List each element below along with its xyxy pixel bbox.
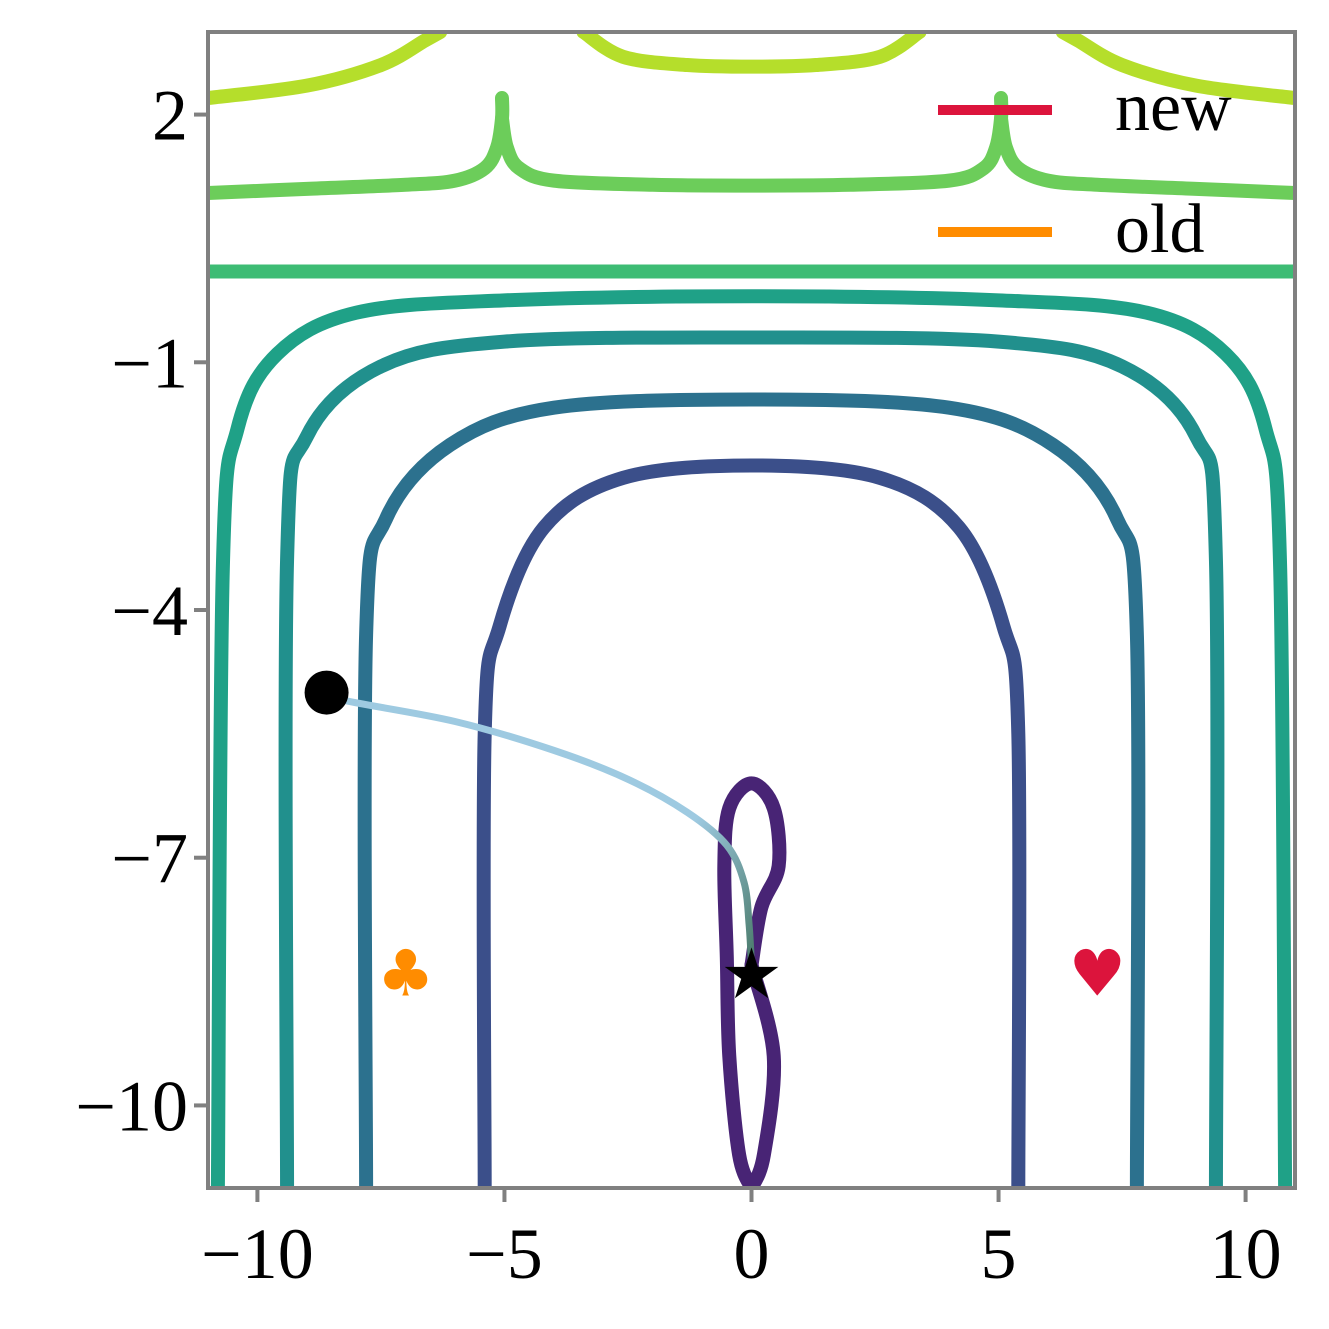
contour-line-level-7 <box>576 32 927 74</box>
start-point-marker <box>304 670 349 715</box>
x-tick-label: 5 <box>981 1214 1017 1294</box>
trajectory-layer <box>323 689 755 969</box>
legend-label-old: old <box>1115 191 1204 268</box>
y-tick-label: −1 <box>111 323 188 403</box>
contour-line-level-2 <box>476 458 1027 1188</box>
y-tick-label: −4 <box>111 571 188 651</box>
optimization-trajectory <box>323 689 755 969</box>
contour-line-level-6 <box>208 91 510 201</box>
contour-line-level-4-5 <box>210 289 1293 1188</box>
contour-line-level-6 <box>494 91 1009 193</box>
x-tick-label: −5 <box>466 1214 543 1294</box>
contour-layer <box>208 32 1295 1188</box>
marker-layer: ★ ♣ ♥ <box>304 670 1126 1015</box>
contour-line-level-3 <box>357 392 1146 1188</box>
y-tick-label: −7 <box>111 819 188 899</box>
legend: new old <box>938 69 1232 268</box>
x-tick-label: −10 <box>201 1214 314 1294</box>
y-axis: 2 −1 −4 −7 −10 <box>75 76 208 1146</box>
contour-line-level-6 <box>994 111 1295 201</box>
contour-line-level-1 <box>717 776 787 1188</box>
club-marker: ♣ <box>377 938 434 1012</box>
contour-line-level-7 <box>1055 32 1295 106</box>
contour-line-level-7 <box>208 32 448 106</box>
x-tick-label: 0 <box>734 1214 770 1294</box>
legend-label-new: new <box>1115 69 1232 146</box>
contour-line-level-4 <box>278 330 1225 1188</box>
x-axis: −10 −5 0 5 10 <box>201 1188 1282 1294</box>
x-tick-label: 10 <box>1210 1214 1282 1294</box>
contour-line-level-1 <box>744 958 782 1188</box>
minimum-marker: ★ <box>720 933 783 1015</box>
heart-marker: ♥ <box>1069 938 1126 1012</box>
y-tick-label: 2 <box>152 76 188 156</box>
y-tick-label: −10 <box>75 1066 188 1146</box>
